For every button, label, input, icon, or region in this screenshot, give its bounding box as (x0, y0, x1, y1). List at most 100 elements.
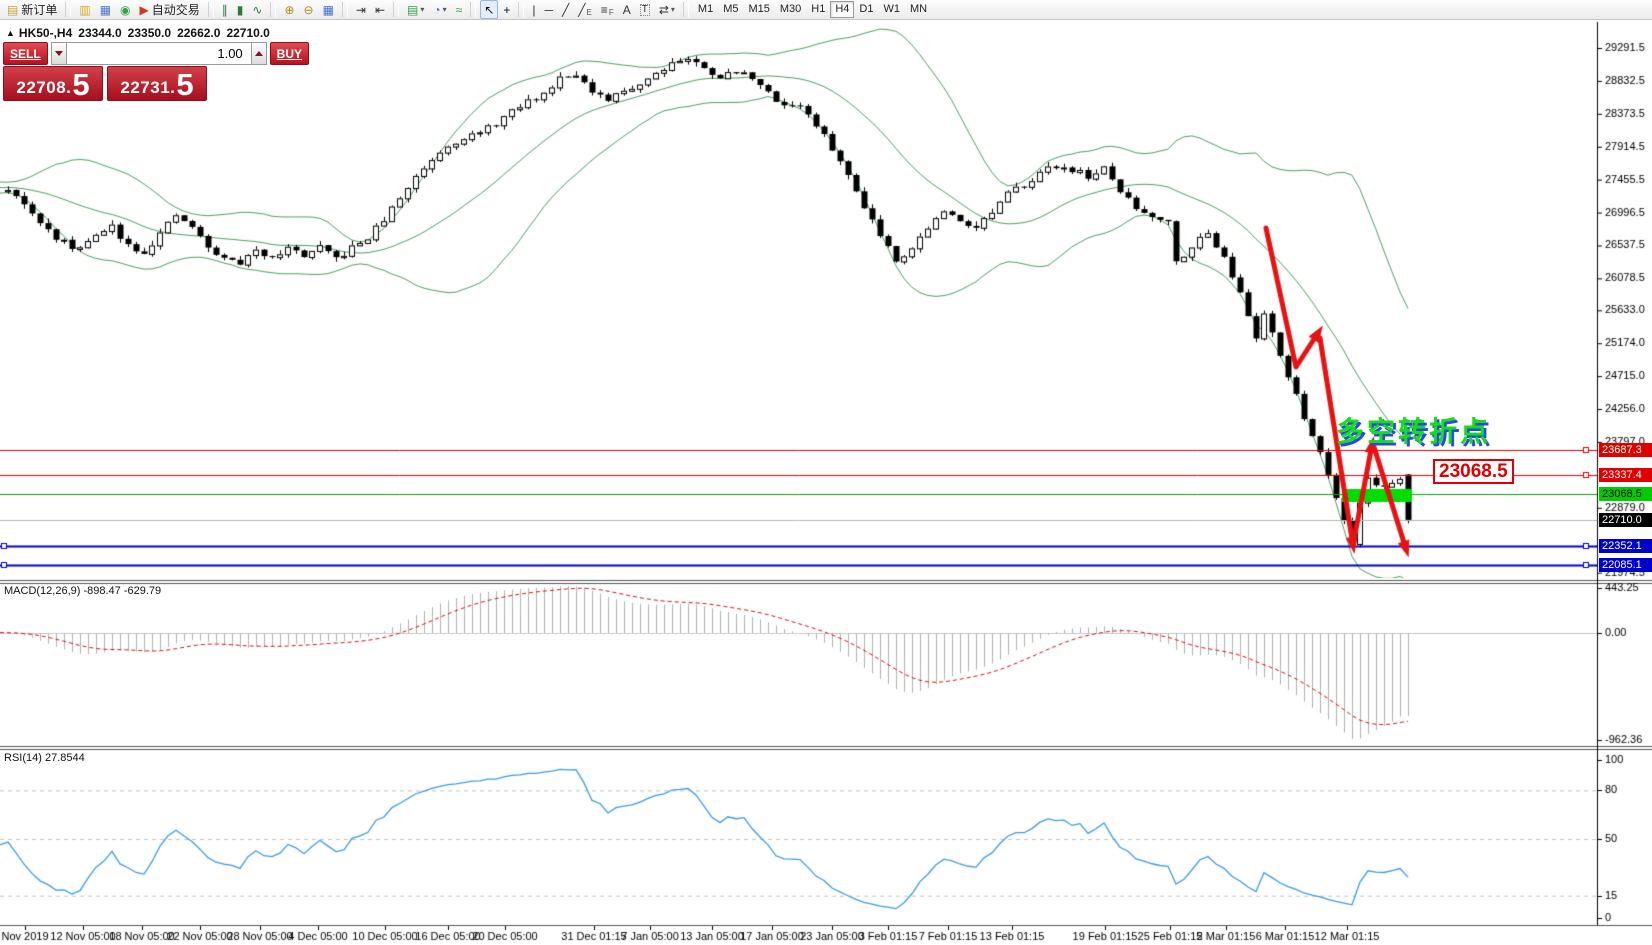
data-window-icon[interactable]: ▦ (96, 0, 115, 19)
new-chart-button[interactable]: ▤ ▾ (403, 0, 428, 19)
tf-m1[interactable]: M1 (697, 3, 714, 15)
new-order-button[interactable]: ▤ 新订单 (3, 0, 61, 19)
trendline-tool[interactable]: ╱ (558, 0, 573, 19)
tf-w1[interactable]: W1 (883, 3, 900, 15)
zoom-out-icon-glyph: ⊖ (303, 2, 314, 17)
tool-sub-letter: E (586, 7, 592, 17)
timeframe-group: M1 M5 M15 M30 H1 H4 D1 W1 MN (693, 1, 932, 18)
new-order-button-label: 新订单 (21, 3, 58, 17)
toolbar: ▤ 新订单 ▥ ▦ ◉ ▶ 自动交易 ∥ ▮ ∿ ⊕ ⊖ ▦ ⇥ ⇤ ▤ ▾ ◔ ▾ ≈ ↖ + | ─ ╱ ╱ E ≡ F A T ⇄ ▾ M… (0, 0, 1652, 20)
macd-indicator-label: MACD(12,26,9) -898.47 -629.79 (4, 585, 162, 597)
hline-tool[interactable]: ─ (540, 0, 557, 19)
data-window-icon-glyph: ▦ (99, 2, 112, 17)
price-level-label: 23687.3 (1599, 443, 1652, 457)
zoom-out-icon[interactable]: ⊖ (300, 0, 318, 19)
tile-windows-icon-glyph: ▦ (322, 2, 334, 17)
panel-toggle-icon[interactable]: ▲ (6, 28, 15, 38)
navigator-icon-glyph: ◉ (120, 2, 131, 17)
dropdown-caret-icon[interactable]: ▾ (442, 5, 447, 14)
crosshair-tool[interactable]: + (499, 0, 514, 19)
auto-scroll-icon[interactable]: ⇥ (352, 0, 370, 19)
chart-header: ▲ HK50-,H4 23344.0 23350.0 22662.0 22710.0 (6, 26, 276, 40)
market-watch-icon[interactable]: ▥ (75, 0, 94, 19)
price-level-label: 22352.1 (1599, 539, 1652, 553)
bar-chart-icon[interactable]: ∥ (218, 0, 232, 19)
dropdown-caret-icon[interactable]: ▾ (670, 5, 675, 14)
toolbar-separator (470, 2, 477, 17)
hline-glyph: ─ (544, 2, 553, 17)
text-tool[interactable]: A (619, 0, 635, 19)
price-level-label: 22085.1 (1599, 558, 1652, 572)
tile-windows-icon[interactable]: ▦ (319, 0, 338, 19)
rsi-indicator-label: RSI(14) 27.8544 (4, 752, 85, 764)
toolbar-buttons: ▤ 新订单 ▥ ▦ ◉ ▶ 自动交易 ∥ ▮ ∿ ⊕ ⊖ ▦ ⇥ ⇤ ▤ ▾ ◔ ▾ ≈ ↖ + | ─ ╱ ╱ E ≡ F A T ⇄ ▾ (3, 0, 692, 19)
indicators-glyph: ≈ (455, 2, 463, 17)
label-tool[interactable]: T (636, 0, 654, 19)
toolbar-separator (65, 2, 72, 17)
price-level-label: 23068.5 (1599, 487, 1652, 501)
bar-chart-icon-glyph: ∥ (221, 2, 228, 17)
sell-price-main: 22708. (16, 78, 72, 98)
autotrading-glyph: ▶ (139, 2, 149, 17)
period-button[interactable]: ◔ ▾ (429, 0, 450, 19)
auto-scroll-icon-glyph: ⇥ (355, 2, 366, 17)
low-value: 22662.0 (177, 26, 221, 40)
tf-h4[interactable]: H4 (830, 1, 855, 18)
toolbar-separator (270, 2, 277, 17)
toolbar-separator (341, 2, 348, 17)
buy-price-big-digit: 5 (176, 67, 194, 103)
volume-control (50, 42, 267, 65)
candlestick-chart-icon[interactable]: ▮ (233, 0, 248, 19)
price-level-box: 23068.5 (1433, 459, 1514, 484)
candlestick-chart-icon-glyph: ▮ (236, 2, 244, 17)
tf-m5[interactable]: M5 (723, 3, 739, 15)
volume-input[interactable] (66, 42, 251, 65)
line-chart-icon-glyph: ∿ (252, 2, 263, 17)
volume-decrease-button[interactable] (50, 42, 67, 65)
tool-sub-letter: F (608, 7, 614, 17)
chart-shift-icon-glyph: ⇤ (374, 2, 386, 17)
zoom-in-icon[interactable]: ⊕ (280, 0, 298, 19)
line-chart-icon[interactable]: ∿ (248, 0, 266, 19)
arrows-glyph: ⇄ (658, 2, 669, 17)
autotrading-button[interactable]: ▶ 自动交易 (136, 0, 204, 19)
volume-increase-button[interactable] (250, 42, 267, 65)
high-value: 23350.0 (127, 26, 172, 40)
one-click-trading-panel: SELL BUY 22708.5 22731.5 (3, 42, 310, 101)
channel-tool[interactable]: ╱ E (574, 0, 596, 19)
tf-m30[interactable]: M30 (779, 3, 802, 15)
tf-m15[interactable]: M15 (748, 3, 770, 15)
vline-glyph: | (532, 2, 536, 17)
tf-h1[interactable]: H1 (811, 3, 826, 15)
toolbar-separator (518, 2, 525, 17)
close-value: 22710.0 (226, 26, 270, 40)
buy-button[interactable]: BUY (269, 42, 310, 65)
sell-button[interactable]: SELL (3, 42, 48, 65)
period-glyph: ◔ (433, 2, 441, 17)
toolbar-separator (682, 2, 689, 17)
vline-tool[interactable]: | (528, 0, 539, 19)
buy-price-button[interactable]: 22731. 5 (107, 66, 207, 101)
chart-shift-icon[interactable]: ⇤ (371, 0, 389, 19)
turning-point-annotation: 多空转折点 (1336, 415, 1492, 448)
tf-d1[interactable]: D1 (859, 3, 874, 15)
crosshair-glyph: + (503, 2, 511, 17)
zoom-in-icon-glyph: ⊕ (284, 2, 295, 17)
triangle-down-icon (54, 51, 63, 56)
indicators-button[interactable]: ≈ (452, 0, 467, 19)
price-level-label: 22710.0 (1599, 513, 1652, 527)
cursor-tool[interactable]: ↖ (480, 0, 499, 19)
cursor-glyph: ↖ (484, 2, 495, 17)
new-chart-glyph: ▤ (407, 2, 419, 17)
arrows-tool[interactable]: ⇄ ▾ (655, 0, 679, 19)
market-watch-icon-glyph: ▥ (79, 2, 91, 17)
tf-mn[interactable]: MN (909, 3, 928, 15)
autotrading-button-label: 自动交易 (151, 3, 200, 17)
fibonacci-tool[interactable]: ≡ F (597, 0, 618, 19)
dropdown-caret-icon[interactable]: ▾ (420, 5, 425, 14)
navigator-icon[interactable]: ◉ (116, 0, 134, 19)
symbol-period-label: HK50-,H4 (18, 26, 73, 40)
sell-price-button[interactable]: 22708. 5 (3, 66, 103, 101)
